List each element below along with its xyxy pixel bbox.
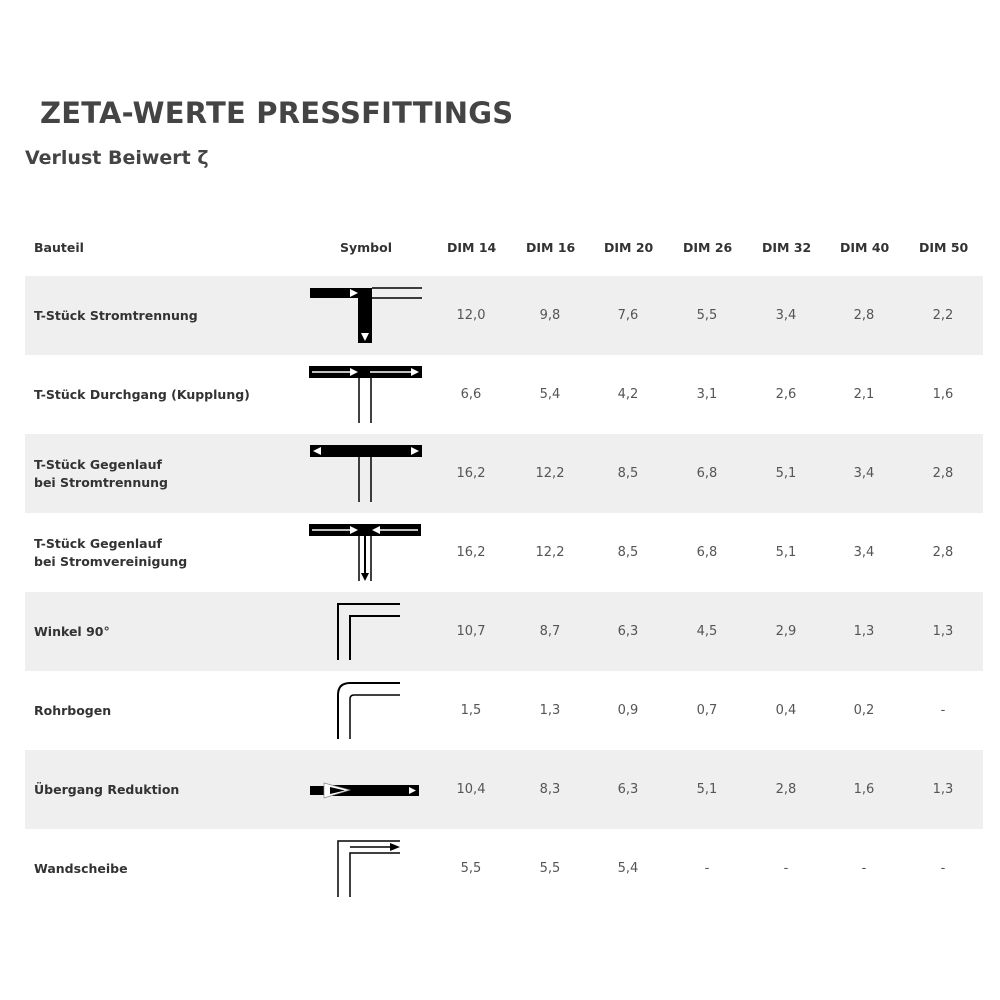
zeta-value: 16,2 <box>456 545 486 560</box>
zeta-value: 2,1 <box>853 387 875 402</box>
zeta-value: 5,4 <box>617 861 639 876</box>
header-dim14: DIM 14 <box>447 240 497 255</box>
table-row: T-Stück Gegenlauf bei Stromvereinigung 16… <box>25 513 983 592</box>
component-name: T-Stück Gegenlauf bei Stromvereinigung <box>34 535 188 569</box>
header-dim50: DIM 50 <box>919 240 969 255</box>
zeta-value: 5,5 <box>539 861 561 876</box>
reducer-icon <box>310 782 419 799</box>
zeta-value: 2,9 <box>775 624 797 639</box>
zeta-value: 5,1 <box>775 466 797 481</box>
table-row: T-Stück Stromtrennung 12,0 9,8 7,6 5,5 3,4 2,8… <box>25 276 983 355</box>
zeta-value: 5,5 <box>460 861 482 876</box>
zeta-value: - <box>940 861 946 876</box>
header-dim20: DIM 20 <box>604 240 654 255</box>
zeta-value: 12,2 <box>535 545 565 560</box>
tee-straight-through-icon <box>309 366 422 423</box>
elbow-90-icon <box>337 603 400 660</box>
zeta-value: 2,6 <box>775 387 797 402</box>
zeta-value: 8,3 <box>539 782 561 797</box>
zeta-value: 10,7 <box>456 624 486 639</box>
component-name: Übergang Reduktion <box>34 781 180 797</box>
zeta-value: 6,3 <box>617 624 639 639</box>
pipe-bend-icon <box>337 682 400 739</box>
zeta-value: 12,2 <box>535 466 565 481</box>
zeta-value: 6,3 <box>617 782 639 797</box>
zeta-value: - <box>940 703 946 718</box>
zeta-value: 2,2 <box>932 308 954 323</box>
zeta-value: 1,6 <box>853 782 875 797</box>
zeta-value: 0,9 <box>617 703 639 718</box>
zeta-value: 5,1 <box>775 545 797 560</box>
zeta-value: 2,8 <box>932 545 954 560</box>
zeta-value: 7,6 <box>617 308 639 323</box>
zeta-value: 12,0 <box>456 308 486 323</box>
table-row: T-Stück Durchgang (Kupplung) 6,6 5,4 4,2 3,1… <box>25 355 983 434</box>
component-name: Wandscheibe <box>34 860 128 876</box>
zeta-value: 16,2 <box>456 466 486 481</box>
header-symbol: Symbol <box>340 240 392 255</box>
zeta-value: 8,5 <box>617 545 639 560</box>
zeta-value: 2,8 <box>853 308 875 323</box>
zeta-value: 2,8 <box>932 466 954 481</box>
zeta-value: 5,4 <box>539 387 561 402</box>
table-row: Winkel 90° 10,7 8,7 6,3 4,5 2,9 1,3 1,3 <box>25 592 983 671</box>
component-name: Rohrbogen <box>34 702 112 718</box>
component-name: Winkel 90° <box>34 623 110 639</box>
component-name: T-Stück Gegenlauf bei Stromtrennung <box>34 456 168 490</box>
zeta-value: 8,5 <box>617 466 639 481</box>
zeta-value: 0,2 <box>853 703 875 718</box>
zeta-value: 1,3 <box>932 782 954 797</box>
header-dim26: DIM 26 <box>683 240 733 255</box>
header-dim16: DIM 16 <box>526 240 576 255</box>
tee-flow-split-icon <box>310 287 422 343</box>
zeta-value: 3,4 <box>775 308 797 323</box>
zeta-value: - <box>783 861 789 876</box>
wall-plate-icon <box>337 840 400 897</box>
zeta-value: 0,4 <box>775 703 797 718</box>
zeta-value: - <box>861 861 867 876</box>
table-row: Rohrbogen 1,5 1,3 0,9 0,7 0,4 0,2 - <box>25 671 983 750</box>
zeta-value: 1,3 <box>539 703 561 718</box>
zeta-value: 4,2 <box>617 387 639 402</box>
header-dim40: DIM 40 <box>840 240 890 255</box>
zeta-value: 6,8 <box>696 545 718 560</box>
tee-counterflow-split-icon <box>310 445 422 502</box>
zeta-value: 8,7 <box>539 624 561 639</box>
zeta-value: 10,4 <box>456 782 486 797</box>
zeta-value: 1,6 <box>932 387 954 402</box>
component-name: T-Stück Durchgang (Kupplung) <box>34 386 250 402</box>
zeta-value: 3,1 <box>696 387 718 402</box>
zeta-value: 3,4 <box>853 545 875 560</box>
zeta-value: 5,1 <box>696 782 718 797</box>
header-bauteil: Bauteil <box>34 240 84 255</box>
page-subtitle: Verlust Beiwert ζ <box>25 147 209 169</box>
zeta-value: 9,8 <box>539 308 561 323</box>
zeta-value: 6,8 <box>696 466 718 481</box>
zeta-value: 4,5 <box>696 624 718 639</box>
component-name: T-Stück Stromtrennung <box>34 307 198 323</box>
zeta-value: 0,7 <box>696 703 718 718</box>
table-row: Wandscheibe 5,5 5,5 5,4 - - - - <box>25 829 983 908</box>
zeta-value: 1,3 <box>853 624 875 639</box>
zeta-value: 5,5 <box>696 308 718 323</box>
table-row: Übergang Reduktion 10,4 8,3 6,3 5,1 2,8 1,6 1,3 <box>25 750 983 829</box>
table-row: T-Stück Gegenlauf bei Stromtrennung 16,2 1… <box>25 434 983 513</box>
zeta-value: 6,6 <box>460 387 482 402</box>
header-dim32: DIM 32 <box>762 240 812 255</box>
zeta-value: 1,3 <box>932 624 954 639</box>
zeta-value: 3,4 <box>853 466 875 481</box>
page-title: ZETA-WERTE PRESSFITTINGS <box>40 96 514 130</box>
zeta-value: 2,8 <box>775 782 797 797</box>
tee-counterflow-merge-icon <box>309 524 421 581</box>
zeta-value: 1,5 <box>460 703 482 718</box>
zeta-value: - <box>704 861 710 876</box>
